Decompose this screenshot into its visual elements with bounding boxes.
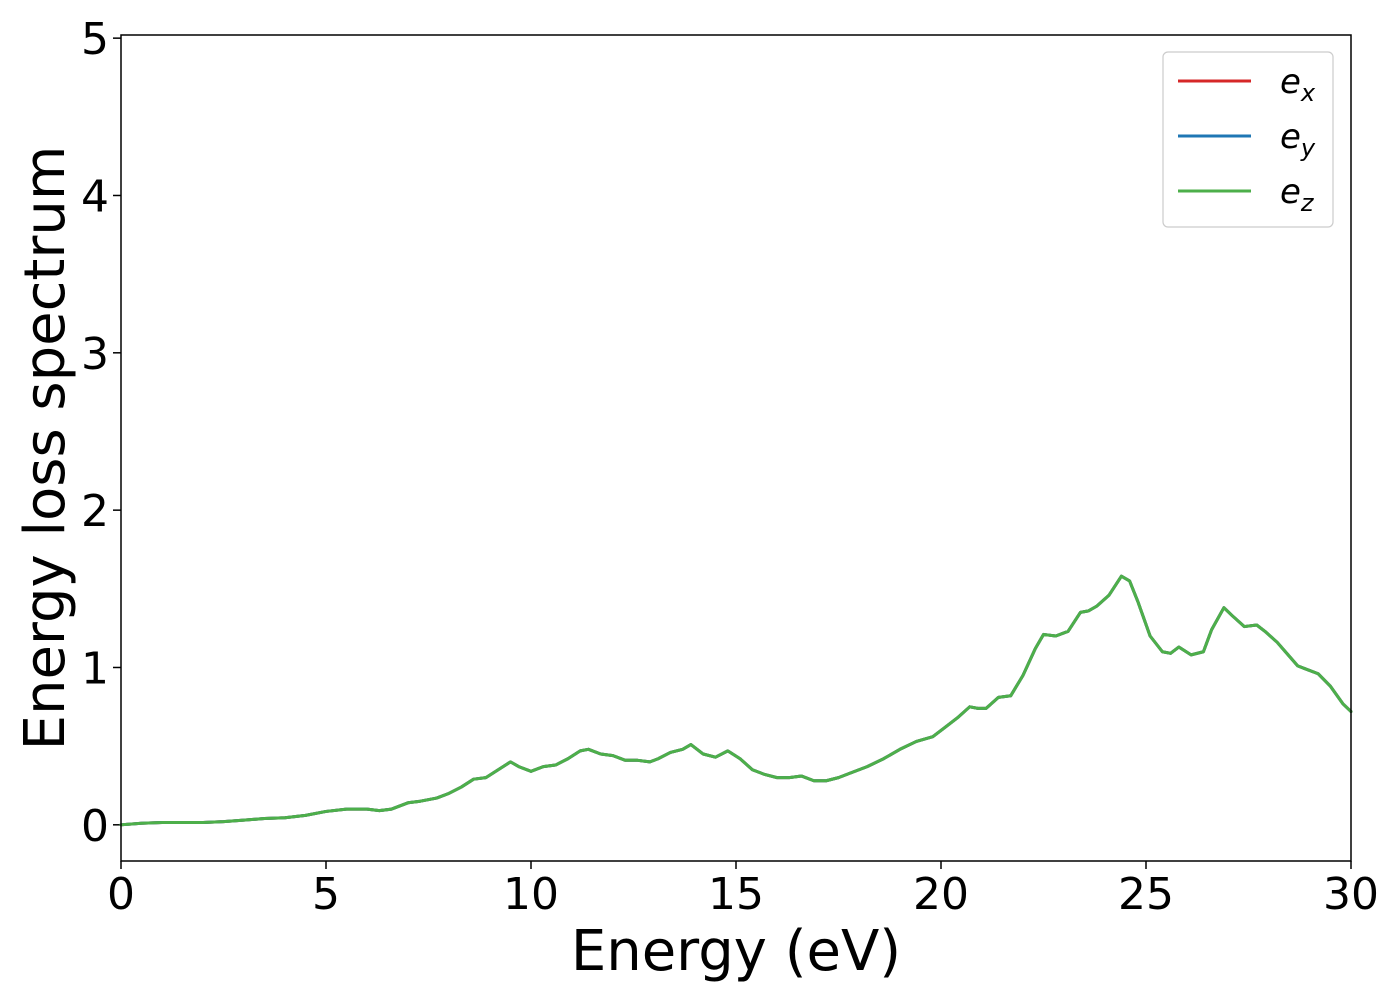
x-tick-label: 0 [107, 869, 135, 920]
y-tick-label: 4 [81, 171, 109, 222]
legend-label-subscript: x [1300, 79, 1316, 107]
y-tick-label: 2 [81, 486, 109, 537]
y-axis-label: Energy loss spectrum [13, 146, 78, 751]
series-line-e-z [119, 574, 1353, 827]
x-tick-label: 10 [503, 869, 559, 920]
legend-label-base: e [1280, 172, 1301, 212]
x-tick-label: 15 [708, 869, 764, 920]
plot-frame [120, 34, 1352, 862]
legend-label-subscript: y [1300, 134, 1316, 162]
legend-box [1162, 51, 1334, 228]
y-tick-label: 3 [81, 329, 109, 380]
legend-label: ez [1280, 172, 1315, 217]
x-axis-label: Energy (eV) [571, 919, 901, 984]
series-line-e-x [119, 574, 1353, 827]
x-tick-label: 20 [913, 869, 969, 920]
legend-label-base: e [1280, 62, 1301, 102]
x-tick-label: 5 [312, 869, 340, 920]
x-axis: 0 5 10 15 20 25 30 [107, 861, 1379, 920]
y-tick-label: 5 [81, 14, 109, 65]
legend-label: ex [1280, 62, 1316, 107]
x-tick-label: 30 [1323, 869, 1379, 920]
y-tick-label: 1 [81, 643, 109, 694]
legend-label-subscript: z [1300, 189, 1315, 217]
series-layer [119, 574, 1353, 827]
x-tick-label: 25 [1118, 869, 1174, 920]
y-axis: 0 1 2 3 4 5 [81, 14, 121, 852]
legend-label: ey [1280, 117, 1316, 162]
y-tick-label: 0 [81, 801, 109, 852]
legend-label-base: e [1280, 117, 1301, 157]
series-line-e-y [119, 574, 1353, 827]
